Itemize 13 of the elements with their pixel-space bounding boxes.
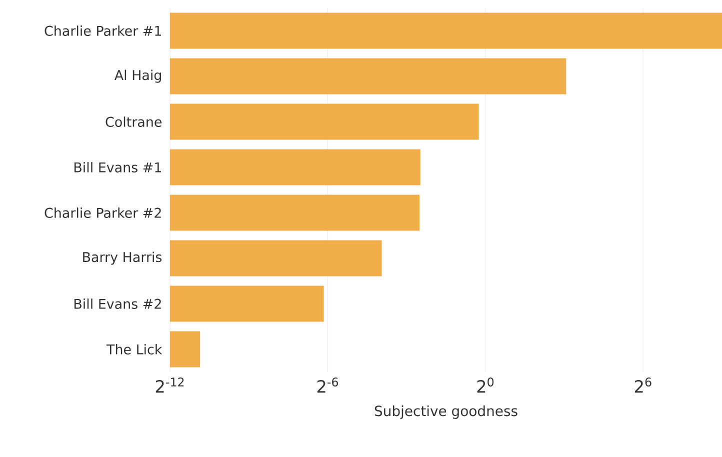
y-tick-label: Coltrane <box>106 116 162 127</box>
x-tick-label: 2$^{-12}$ <box>156 378 184 393</box>
y-tick-label: Barry Harris <box>83 252 162 265</box>
y-tick-label: Charlie Parker #2 <box>44 208 161 218</box>
y-tick-label: Al Haig <box>114 70 161 83</box>
x-tick-label: 2$^{-6}$ <box>317 378 338 393</box>
y-tick-label: Bill Evans #2 <box>74 298 161 309</box>
y-tick-label: Charlie Parker #1 <box>44 26 161 36</box>
x-tick-label: 2$^{0}$ <box>477 378 494 393</box>
x-tick-label: 2$^{6}$ <box>634 378 652 393</box>
y-tick-label: Bill Evans #1 <box>74 162 161 172</box>
x-axis-title: Subjective goodness <box>374 405 518 419</box>
y-tick-label: The Lick <box>106 344 162 354</box>
